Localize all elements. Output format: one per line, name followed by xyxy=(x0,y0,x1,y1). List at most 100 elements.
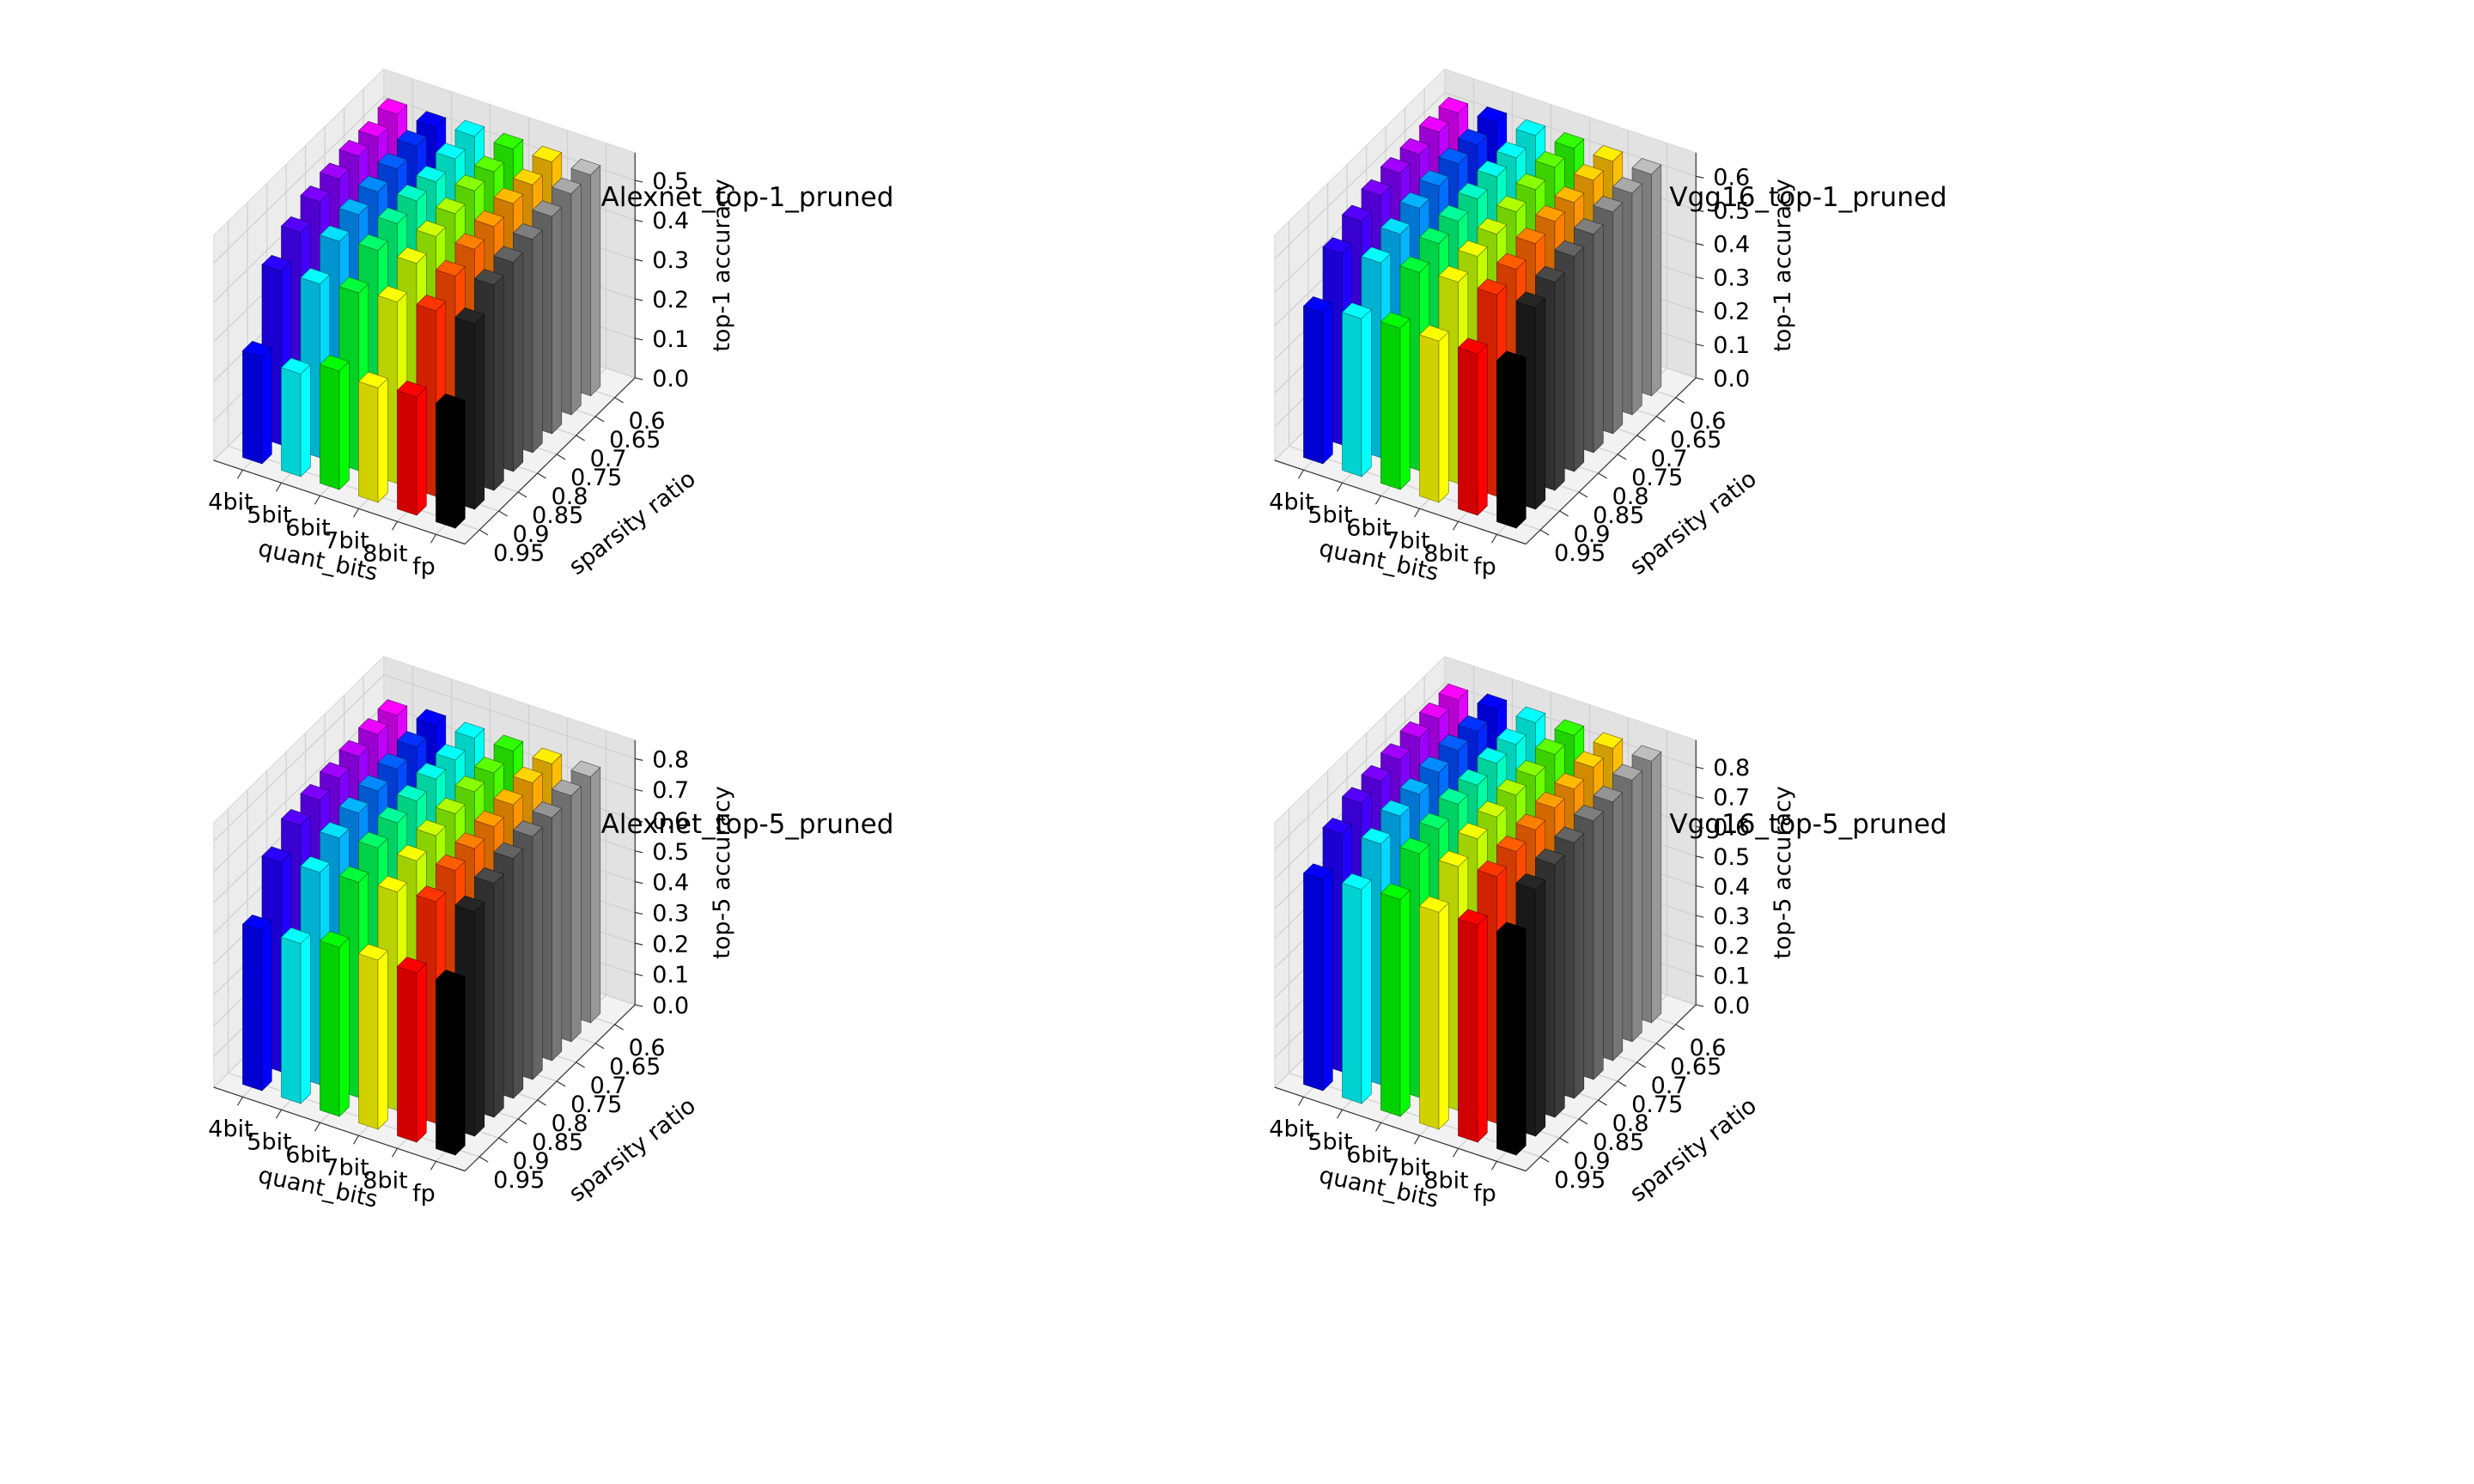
bar-side xyxy=(1515,356,1526,529)
bar-top xyxy=(1612,177,1642,194)
z-tick-label: 0.6 xyxy=(1713,814,1750,841)
x-tick-label: 4bit xyxy=(1269,489,1313,515)
bar xyxy=(357,944,388,1130)
x-tick-label: 5bit xyxy=(1307,1128,1352,1155)
z-tick-label: 0.8 xyxy=(1713,755,1750,782)
x-tick xyxy=(1336,1109,1344,1119)
bar-top xyxy=(1477,693,1508,710)
bars xyxy=(241,699,601,1156)
bar-top xyxy=(1515,706,1546,723)
x-tick xyxy=(314,495,321,505)
y-tick xyxy=(537,1099,546,1106)
z-tick xyxy=(1696,766,1704,769)
bar-top xyxy=(512,766,543,783)
bar-top xyxy=(435,970,466,987)
y-tick xyxy=(614,397,624,404)
z-tick-label: 0.4 xyxy=(652,208,689,234)
x-tick xyxy=(391,520,399,531)
bar-top xyxy=(435,744,466,761)
bar-top xyxy=(473,757,504,774)
bar-top xyxy=(396,731,427,748)
bar-side xyxy=(493,873,504,1118)
z-tick-label: 0.0 xyxy=(1713,993,1750,1019)
bar-top xyxy=(1573,217,1604,235)
gridline-y xyxy=(1288,221,1541,531)
bar-top xyxy=(435,259,466,277)
bar-front xyxy=(397,390,417,516)
x-tick-label: 8bit xyxy=(1423,540,1468,567)
x-tick xyxy=(430,533,437,544)
bar-top xyxy=(1341,787,1372,804)
z-tick-label: 0.3 xyxy=(652,900,689,927)
bar-top xyxy=(435,197,466,215)
bar-top xyxy=(1631,745,1662,762)
z-tick xyxy=(635,338,643,341)
y-tick xyxy=(576,1061,585,1068)
bar-side xyxy=(1651,751,1662,1024)
bar-top xyxy=(1534,848,1565,866)
bar-top xyxy=(1322,818,1353,835)
z-tick xyxy=(635,298,643,301)
bar-top xyxy=(1399,777,1430,795)
bar-top xyxy=(473,269,504,286)
z-tick xyxy=(635,973,643,976)
bar-top xyxy=(396,784,427,802)
y-tick xyxy=(1598,472,1607,479)
bar-front xyxy=(281,936,302,1104)
z-tick xyxy=(635,942,643,946)
gridline-y xyxy=(228,221,480,531)
bar-top xyxy=(532,801,563,818)
bar-side xyxy=(261,921,272,1092)
y-tick xyxy=(537,472,546,479)
bar-side xyxy=(377,950,388,1130)
bar-top xyxy=(1399,256,1430,273)
bar-side xyxy=(261,347,272,465)
y-tick-label: 0.8 xyxy=(551,484,588,510)
bar-top xyxy=(1418,227,1449,244)
y-tick-label: 0.9 xyxy=(513,521,550,548)
x-tick-label: 6bit xyxy=(285,514,330,541)
x-tick-label: 7bit xyxy=(324,1154,369,1181)
z-tick xyxy=(635,850,643,854)
bar-top xyxy=(1341,302,1372,319)
y-tick-label: 0.95 xyxy=(493,540,545,567)
bar-side xyxy=(1554,271,1565,491)
bar-side xyxy=(1399,889,1411,1117)
bar-side xyxy=(513,252,524,472)
y-tick xyxy=(517,491,527,498)
bar-top xyxy=(473,810,504,828)
z-tick xyxy=(1696,915,1704,918)
gridline-y xyxy=(1288,808,1541,1158)
bar xyxy=(1380,883,1411,1117)
bar-top xyxy=(435,854,466,872)
bar-top xyxy=(493,788,524,806)
x-tick xyxy=(275,482,283,492)
bar-top xyxy=(1438,147,1469,165)
x-axis-line xyxy=(1274,459,1526,545)
x-tick-label: 4bit xyxy=(1269,1116,1313,1142)
bar xyxy=(319,355,350,490)
bar-top xyxy=(1515,760,1546,777)
x-tick-label: 5bit xyxy=(247,1128,291,1155)
z-tick-label: 0.1 xyxy=(652,326,689,353)
bar-side xyxy=(1477,344,1488,516)
x-axis-line xyxy=(1274,1086,1526,1172)
z-tick-label: 0.2 xyxy=(1713,934,1750,960)
x-tick-label: 6bit xyxy=(1346,514,1391,541)
y-tick-label: 0.7 xyxy=(590,1073,627,1099)
y-tick-label: 0.85 xyxy=(532,1129,583,1156)
bar-top xyxy=(1380,743,1411,760)
bar-top xyxy=(1534,151,1565,168)
bar-front xyxy=(1419,334,1440,503)
z-tick-label: 0.0 xyxy=(652,366,689,392)
bar-top xyxy=(1380,156,1411,174)
y-tick-label: 0.6 xyxy=(629,408,666,435)
bar xyxy=(357,371,388,503)
bar-top xyxy=(377,152,408,170)
y-tick xyxy=(1655,416,1666,423)
bar-side xyxy=(590,164,601,397)
bar-top xyxy=(280,216,311,234)
y-tick xyxy=(1539,529,1550,536)
